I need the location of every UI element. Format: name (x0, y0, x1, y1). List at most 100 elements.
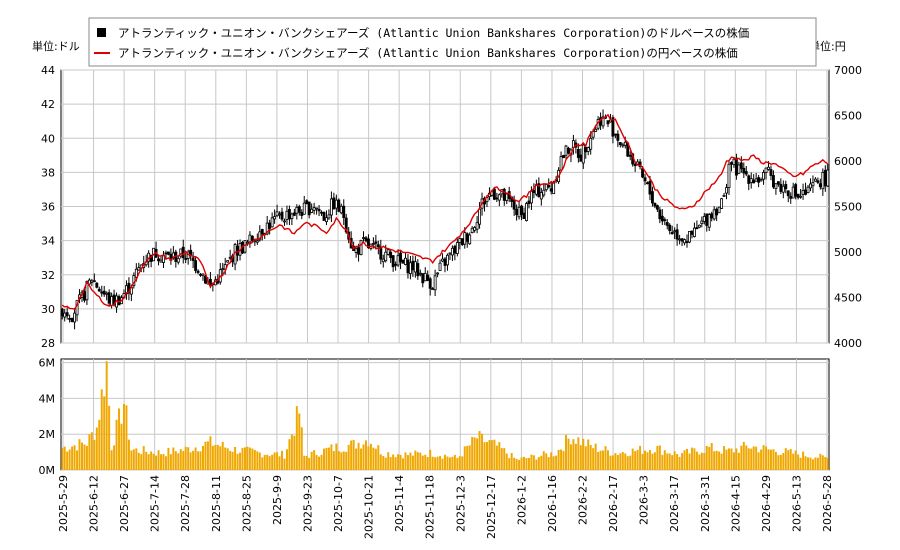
candle-body (670, 232, 674, 235)
candle-body (660, 215, 664, 222)
candle-body (658, 209, 662, 220)
candle-body (436, 272, 440, 275)
volume-bar (132, 449, 135, 470)
volume-bar (327, 447, 330, 470)
volume-tick-label: 2M (39, 428, 56, 441)
candle-body (295, 206, 299, 214)
candle-body (110, 296, 114, 306)
volume-bar (579, 445, 582, 470)
volume-bar (234, 446, 237, 470)
x-tick-label: 2025-6-12 (88, 475, 101, 532)
candle-body (776, 181, 780, 185)
volume-bar (246, 446, 249, 470)
candle-body (562, 155, 565, 159)
candle-body (680, 238, 684, 242)
candle-body (515, 208, 519, 216)
volume-bar (653, 452, 656, 470)
candle-body (789, 195, 793, 199)
candle-body (584, 147, 588, 153)
volume-bar (122, 403, 125, 470)
candle-body (749, 178, 753, 184)
candle-body (606, 120, 610, 125)
candle-body (525, 203, 528, 221)
volume-bar (253, 450, 256, 470)
candle-body (194, 260, 198, 271)
candle-body (739, 162, 743, 169)
volume-bar (478, 431, 481, 470)
volume-bar (439, 456, 442, 470)
candle-body (396, 255, 400, 266)
candle-body (105, 292, 109, 295)
candle-body (767, 166, 770, 170)
candle-body (747, 175, 751, 184)
candle-body (283, 220, 286, 223)
volume-bar (177, 453, 180, 470)
candle-body (317, 208, 321, 212)
candle-body (769, 169, 773, 176)
volume-bar (641, 454, 644, 470)
volume-bar (614, 453, 617, 470)
candle-body (559, 156, 563, 171)
volume-panel: 6M 4M 2M 0M (39, 357, 830, 477)
candle-body (478, 208, 482, 225)
volume-bar (182, 450, 185, 470)
candle-body (399, 252, 402, 263)
candle-body (260, 229, 264, 235)
volume-bar (357, 442, 360, 470)
candle-body (564, 145, 568, 156)
volume-bar (184, 446, 187, 470)
candle-body (384, 251, 388, 262)
volume-bar (382, 455, 385, 470)
yen-price-line (61, 113, 829, 310)
volume-bar (565, 434, 567, 470)
volume-bar (557, 449, 560, 470)
legend-entry-dollar: アトランティック・ユニオン・バンクシェアーズ (Atlantic Union B… (118, 26, 749, 40)
volume-bar (574, 443, 577, 470)
volume-bar (782, 452, 785, 470)
candle-body (702, 216, 706, 222)
volume-bar (505, 453, 508, 470)
candle-body (310, 208, 314, 213)
candle-body (722, 195, 726, 197)
volume-bar (308, 457, 311, 470)
volume-bar (135, 448, 138, 470)
volume-bar (525, 458, 528, 470)
candle-body (443, 258, 447, 266)
candle-body (732, 158, 736, 166)
candle-body (221, 268, 225, 271)
volume-bar (582, 438, 585, 470)
volume-bar (221, 441, 224, 470)
volume-bar (290, 434, 293, 470)
candle-body (184, 258, 188, 260)
candle-body (601, 116, 605, 127)
candle-body (495, 197, 499, 200)
candle-body (623, 141, 627, 146)
volume-bar (789, 449, 792, 470)
volume-bar (705, 445, 708, 470)
volume-bar (495, 445, 498, 470)
candle-body (339, 205, 343, 214)
volume-bar (683, 450, 686, 470)
volume-bar (772, 449, 775, 470)
volume-bar (750, 448, 753, 470)
volume-bar (100, 389, 103, 470)
candle-body (567, 147, 570, 154)
candle-body (757, 177, 761, 183)
candle-body (381, 258, 385, 263)
candle-body (611, 117, 615, 137)
volume-bar (421, 455, 424, 470)
volume-bar (362, 444, 365, 470)
candle-body (791, 186, 795, 199)
volume-bar (387, 452, 390, 470)
x-tick-label: 2025-6-27 (118, 475, 131, 532)
x-tick-label: 2026-3-17 (668, 475, 681, 532)
volume-bar (337, 451, 340, 470)
candle-body (665, 222, 669, 226)
candle-body (90, 280, 94, 283)
volume-bar (698, 454, 701, 470)
volume-bar (211, 445, 214, 470)
volume-bar (530, 454, 533, 470)
volume-bar (281, 450, 284, 470)
volume-bar (550, 452, 553, 470)
candle-body (705, 213, 709, 226)
